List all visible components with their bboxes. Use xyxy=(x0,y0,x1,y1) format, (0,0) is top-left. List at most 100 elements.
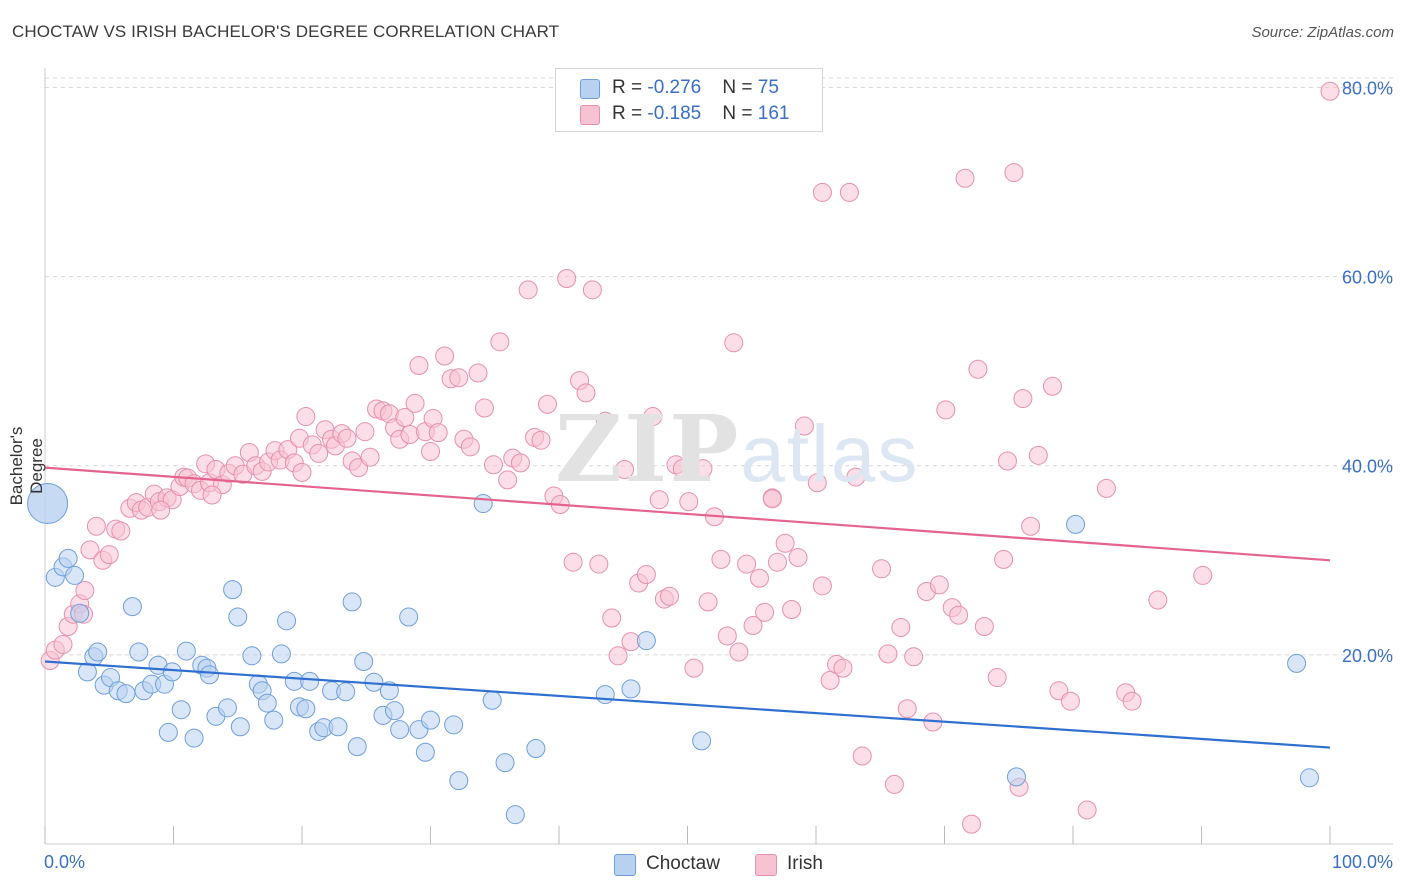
irish-point xyxy=(994,549,1014,569)
irish-point xyxy=(788,547,808,567)
irish-point xyxy=(608,646,628,666)
choctaw-point xyxy=(385,701,405,721)
irish-point xyxy=(737,554,757,574)
irish-point xyxy=(490,332,510,352)
choctaw-point xyxy=(473,494,493,514)
y-tick-label: 60.0% xyxy=(1342,268,1393,288)
y-tick-label: 80.0% xyxy=(1342,78,1393,98)
irish-point xyxy=(615,460,635,480)
irish-point xyxy=(589,554,609,574)
irish-swatch xyxy=(580,105,600,125)
irish-point xyxy=(961,814,981,834)
choctaw-point xyxy=(184,728,204,748)
irish-point xyxy=(755,602,775,622)
choctaw-point xyxy=(129,642,149,662)
irish-point xyxy=(872,559,892,579)
irish-point xyxy=(531,430,551,450)
choctaw-point xyxy=(116,684,136,704)
x-tick-label-max: 100.0% xyxy=(1331,852,1393,872)
irish-point xyxy=(428,423,448,443)
irish-point xyxy=(99,545,119,565)
choctaw-point xyxy=(277,611,297,631)
choctaw-point xyxy=(415,742,435,762)
irish-point xyxy=(717,626,737,646)
choctaw-point xyxy=(296,699,316,719)
choctaw-point xyxy=(264,710,284,730)
irish-point xyxy=(395,407,415,427)
choctaw-point xyxy=(526,738,546,758)
choctaw-point xyxy=(595,685,615,705)
choctaw-swatch xyxy=(614,854,636,876)
r-label: R = xyxy=(612,103,648,124)
irish-point xyxy=(698,592,718,612)
irish-point xyxy=(949,605,969,625)
irish-point xyxy=(449,368,469,388)
irish-point xyxy=(483,455,503,475)
choctaw-point xyxy=(217,698,237,718)
choctaw-trend-line xyxy=(44,660,1331,749)
irish-point xyxy=(1060,691,1080,711)
choctaw-point xyxy=(342,592,362,612)
irish-point xyxy=(672,459,692,479)
r-value: -0.276 xyxy=(647,77,702,98)
choctaw-points xyxy=(27,483,1319,825)
choctaw-point xyxy=(379,681,399,701)
n-label: N = xyxy=(722,77,758,98)
y-tick-label: 40.0% xyxy=(1342,457,1393,477)
choctaw-point xyxy=(347,737,367,757)
choctaw-point xyxy=(328,717,348,737)
irish-point xyxy=(75,581,95,601)
irish-point xyxy=(563,552,583,572)
irish-point xyxy=(636,564,656,584)
r-value: -0.185 xyxy=(647,103,702,124)
irish-point xyxy=(782,599,802,619)
y-tick-labels: 20.0% 40.0% 60.0% 80.0% xyxy=(1342,78,1393,665)
irish-point xyxy=(1193,565,1213,585)
choctaw-point xyxy=(171,700,191,720)
irish-point xyxy=(679,492,699,512)
irish-point xyxy=(518,280,538,300)
axes xyxy=(44,68,1393,845)
trend-lines xyxy=(44,466,1331,749)
irish-point xyxy=(762,489,782,509)
irish-point xyxy=(1320,81,1340,101)
chart-title: CHOCTAW VS IRISH BACHELOR'S DEGREE CORRE… xyxy=(12,22,560,41)
x-tick-label-min: 0.0% xyxy=(44,852,86,872)
irish-point xyxy=(309,443,329,463)
irish-point xyxy=(86,516,106,536)
irish-point xyxy=(839,182,859,202)
irish-point xyxy=(711,549,731,569)
irish-point xyxy=(557,268,577,288)
irish-point xyxy=(460,437,480,457)
irish-point xyxy=(929,575,949,595)
y-tick-label: 20.0% xyxy=(1342,646,1393,666)
irish-point xyxy=(409,355,429,375)
watermark-atlas: atlas xyxy=(740,409,920,498)
irish-point xyxy=(337,428,357,448)
irish-point xyxy=(852,746,872,766)
choctaw-point xyxy=(162,662,182,682)
n-value: 75 xyxy=(757,77,779,98)
irish-point xyxy=(296,407,316,427)
choctaw-point xyxy=(1066,514,1086,534)
choctaw-point xyxy=(482,690,502,710)
choctaw-point xyxy=(65,565,85,585)
irish-swatch xyxy=(755,854,777,876)
irish-point xyxy=(400,425,420,445)
choctaw-point xyxy=(228,607,248,627)
irish-point xyxy=(968,359,988,379)
irish-point xyxy=(891,617,911,637)
irish-point xyxy=(292,462,312,482)
choctaw-point xyxy=(444,715,464,735)
choctaw-point xyxy=(158,722,178,742)
irish-point xyxy=(602,608,622,628)
irish-point xyxy=(595,411,615,431)
irish-point xyxy=(987,668,1007,688)
irish-point xyxy=(474,398,494,418)
irish-point xyxy=(498,470,518,490)
legend-label-irish: Irish xyxy=(787,853,823,874)
irish-point xyxy=(510,453,530,473)
choctaw-point xyxy=(27,483,69,525)
source-label: Source: ZipAtlas.com xyxy=(1251,24,1394,41)
irish-point xyxy=(1077,800,1097,820)
